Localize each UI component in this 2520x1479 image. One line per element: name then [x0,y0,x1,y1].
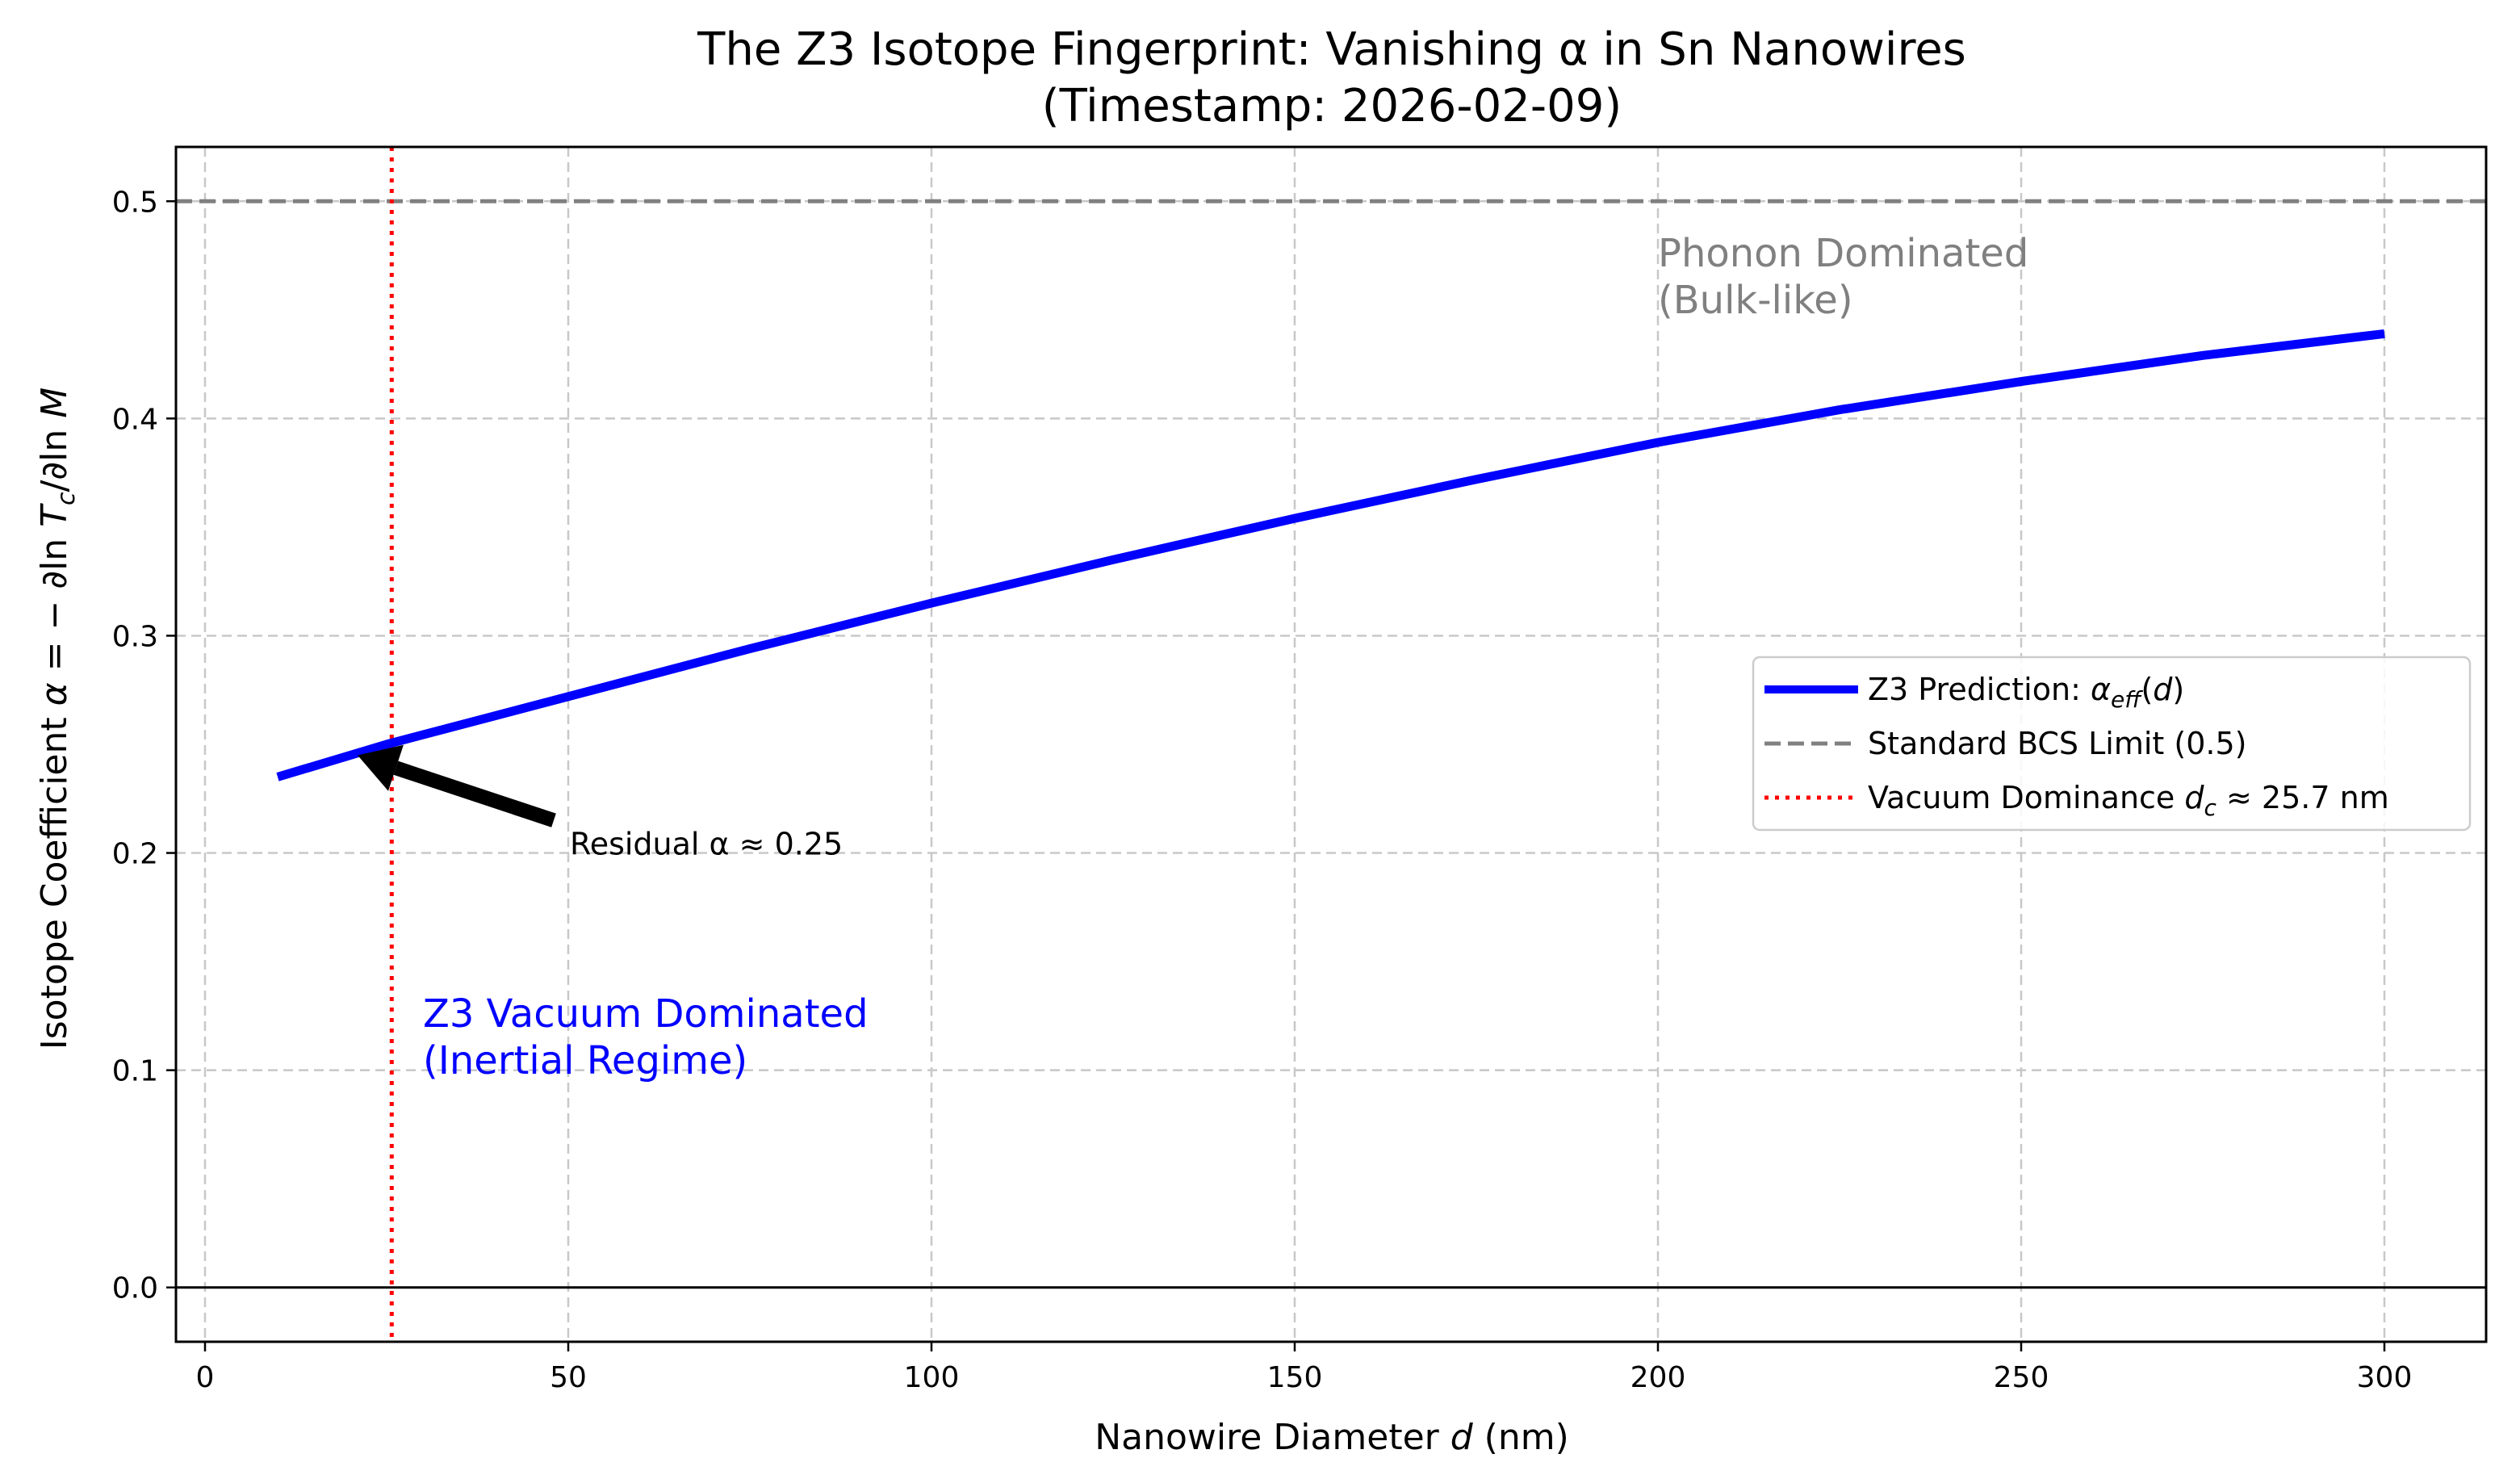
y-axis-label: Isotope Coefficient α = − ∂ln Tc/∂ln M [34,388,81,1050]
x-axis-ticks: 0 50 100 150 200 250 300 [196,1342,2413,1394]
x-tick-label: 150 [1267,1361,1323,1394]
legend-box [1752,656,2472,832]
annotation-arrow-head [358,744,404,791]
legend-label: Standard BCS Limit (0.5) [1868,726,2246,761]
series [276,329,2385,781]
legend-label: Z3 Prediction: αeff(d) [1868,672,2184,713]
y-tick-label: 0.2 [112,838,158,871]
y-tick-label: 0.3 [112,620,158,653]
y-tick-label: 0.1 [112,1055,158,1088]
x-tick-label: 200 [1630,1361,1686,1394]
y-tick-label: 0.0 [112,1272,158,1305]
y-tick-label: 0.5 [112,186,158,219]
annotation-arrow-shaft [393,760,556,827]
x-tick-label: 300 [2357,1361,2413,1394]
region-label-phonon-dominated: Phonon Dominated (Bulk-like) [1658,231,2028,323]
series-line-z3-prediction [276,329,2385,781]
legend: Z3 Prediction: αeff(d) Standard BCS Limit… [1752,656,2472,832]
reference-lines [176,147,2486,1342]
x-tick-label: 250 [1994,1361,2049,1394]
x-tick-label: 100 [904,1361,960,1394]
legend-label: Vacuum Dominance dc ≈ 25.7 nm [1868,780,2389,821]
chart-subtitle: (Timestamp: 2026-02-09) [1042,80,1622,132]
x-tick-label: 0 [196,1361,215,1394]
y-axis-ticks: 0.0 0.1 0.2 0.3 0.4 0.5 [112,186,176,1305]
annotations: Residual α ≈ 0.25 Z3 Vacuum Dominated (Ine… [358,231,2028,1083]
annotation-residual-alpha: Residual α ≈ 0.25 [570,827,843,862]
chart-title: The Z3 Isotope Fingerprint: Vanishing α … [697,23,1966,76]
plot-frame [174,145,2488,1343]
y-tick-label: 0.4 [112,403,158,436]
x-axis-label: Nanowire Diameter d (nm) [1095,1417,1569,1458]
region-label-vacuum-dominated: Z3 Vacuum Dominated (Inertial Regime) [423,991,869,1083]
x-tick-label: 50 [550,1361,587,1394]
